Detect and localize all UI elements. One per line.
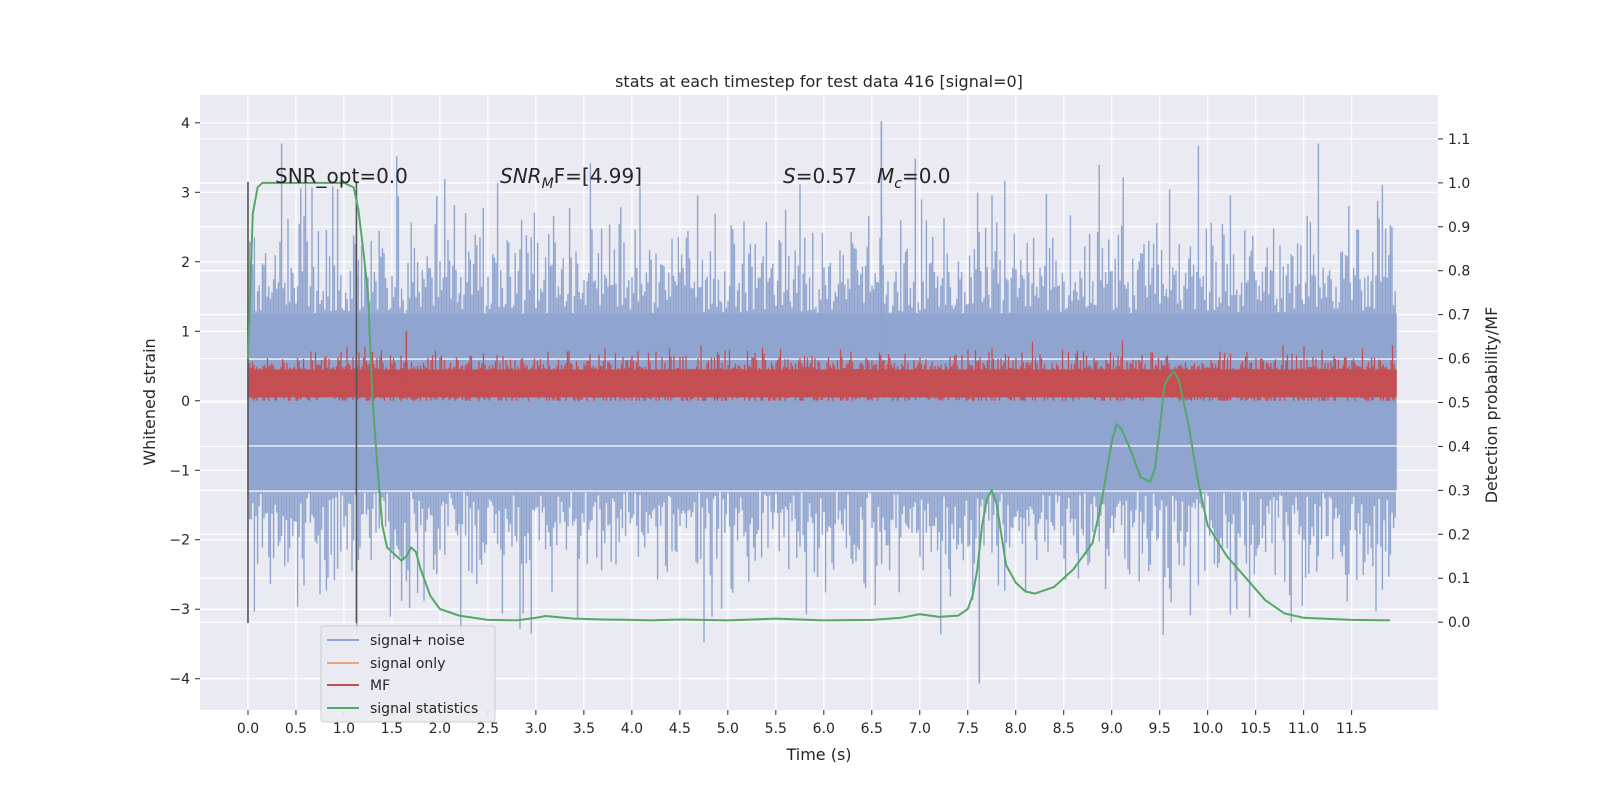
y-right-tick-label: 1.1 — [1448, 132, 1470, 148]
x-tick-label: 2.5 — [477, 721, 499, 737]
y-right-tick-label: 0.9 — [1448, 220, 1470, 236]
annotation-snr-mf: SNRMF=[4.99] — [500, 164, 642, 192]
x-tick-label: 4.0 — [621, 721, 643, 737]
y-tick-label: 3 — [181, 185, 190, 201]
y-right-tick-label: 1.0 — [1448, 176, 1470, 192]
y-right-tick-label: 0.5 — [1448, 396, 1470, 412]
legend-box — [320, 625, 496, 723]
y-right-tick-label: 0.2 — [1448, 527, 1470, 543]
y-right-tick-label: 0.3 — [1448, 483, 1470, 499]
x-tick-label: 10.5 — [1240, 721, 1271, 737]
x-tick-label: 2.0 — [429, 721, 451, 737]
x-tick-label: 3.5 — [573, 721, 595, 737]
y-tick-label: 0 — [181, 394, 190, 410]
x-tick-label: 7.5 — [957, 721, 979, 737]
legend-label-mf: MF — [370, 678, 390, 694]
x-tick-label: 10.0 — [1192, 721, 1223, 737]
y-tick-label: 4 — [181, 116, 190, 132]
y-right-tick-label: 0.7 — [1448, 308, 1470, 324]
x-tick-label: 8.0 — [1005, 721, 1027, 737]
y-tick-label: −3 — [169, 602, 190, 618]
x-tick-label: 9.0 — [1101, 721, 1123, 737]
x-axis-label: Time (s) — [785, 745, 851, 764]
y-right-tick-label: 0.8 — [1448, 264, 1470, 280]
x-tick-label: 0.5 — [285, 721, 307, 737]
y-tick-label: −2 — [169, 533, 190, 549]
y-right-tick-label: 0.1 — [1448, 571, 1470, 587]
x-tick-label: 6.5 — [861, 721, 883, 737]
y-tick-label: −4 — [169, 672, 190, 688]
y-tick-label: 2 — [181, 255, 190, 271]
x-tick-label: 9.5 — [1149, 721, 1171, 737]
x-tick-label: 11.0 — [1288, 721, 1319, 737]
annotation-s: S=0.57 — [783, 164, 857, 188]
y-right-tick-label: 0.4 — [1448, 439, 1470, 455]
signal-statistics-line — [247, 181, 1391, 622]
x-tick-label: 0.0 — [237, 721, 259, 737]
x-tick-label: 5.5 — [765, 721, 787, 737]
x-tick-label: 7.0 — [909, 721, 931, 737]
x-tick-label: 3.0 — [525, 721, 547, 737]
y-right-tick-label: 0.6 — [1448, 352, 1470, 368]
mf-series — [247, 331, 1397, 401]
y-right-tick-label: 0.0 — [1448, 615, 1470, 631]
legend-label-signal-noise: signal+ noise — [370, 633, 465, 649]
y-tick-label: −1 — [169, 463, 190, 479]
y-axis-right-label: Detection probability/MF — [1482, 307, 1501, 504]
x-tick-label: 11.5 — [1336, 721, 1367, 737]
legend: signal+ noise signal only MF signal stat… — [320, 625, 496, 723]
annotation-mc: Mc=0.0 — [877, 164, 951, 192]
y-axis-label: Whitened strain — [140, 338, 159, 465]
legend-label-signal-only: signal only — [370, 656, 445, 672]
signal-noise-series — [247, 121, 1397, 684]
x-tick-label: 8.5 — [1053, 721, 1075, 737]
annotation-snr-opt: SNR_opt=0.0 — [275, 164, 408, 188]
x-tick-label: 5.0 — [717, 721, 739, 737]
axis-ticks: 0.0 0.5 1.0 1.5 2.0 2.5 3.0 3.5 4.0 4.5 5.0 5.5 6.0 6… — [169, 116, 1470, 737]
x-tick-label: 1.0 — [333, 721, 355, 737]
chart-title: stats at each timestep for test data 416… — [615, 72, 1023, 91]
x-tick-label: 6.0 — [813, 721, 835, 737]
x-tick-label: 4.5 — [669, 721, 691, 737]
y-tick-label: 1 — [181, 324, 190, 340]
legend-label-signal-statistics: signal statistics — [370, 701, 478, 717]
x-tick-label: 1.5 — [381, 721, 403, 737]
vertical-markers — [247, 181, 358, 624]
